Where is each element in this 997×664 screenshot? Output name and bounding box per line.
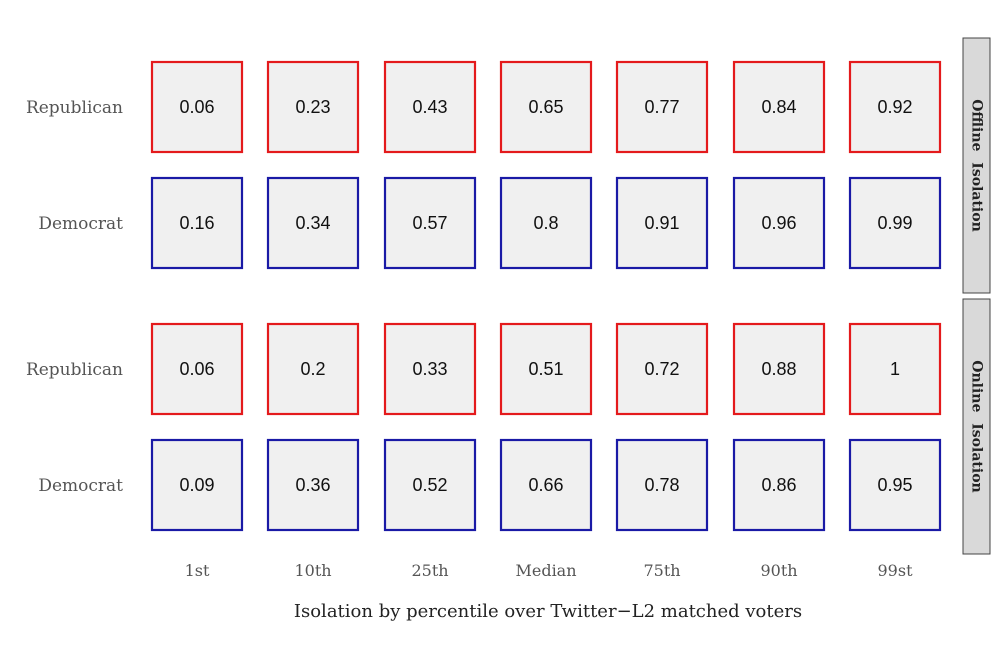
tile xyxy=(499,322,593,416)
tile xyxy=(615,322,709,416)
tile-row: Republican 0.06 0.2 0.33 0.51 0.72 0.88 1 xyxy=(26,322,942,416)
tile xyxy=(615,438,709,532)
tile xyxy=(848,60,942,154)
facet-strip-label: Online Isolation xyxy=(969,360,985,492)
tile-value: 0.99 xyxy=(877,213,912,233)
tile xyxy=(615,176,709,270)
x-tick-label: 90th xyxy=(760,561,797,580)
facet-strip-background xyxy=(962,37,991,294)
x-tick-label: 75th xyxy=(643,561,680,580)
tile xyxy=(266,438,360,532)
x-tick-label: 10th xyxy=(294,561,331,580)
x-tick-labels: 1st 10th 25th Median 75th 90th 99st xyxy=(185,561,913,580)
tile-value: 0.88 xyxy=(761,359,796,379)
tile xyxy=(732,438,826,532)
tile-row: Democrat 0.09 0.36 0.52 0.66 0.78 0.86 0.95 xyxy=(38,438,942,532)
tile xyxy=(150,176,244,270)
x-axis-label: Isolation by percentile over Twitter−L2 … xyxy=(294,601,802,622)
tile-value: 0.16 xyxy=(179,213,214,233)
row-label: Democrat xyxy=(38,214,123,234)
tile xyxy=(732,322,826,416)
tile xyxy=(499,176,593,270)
tile-value: 0.09 xyxy=(179,475,214,495)
facet-strip-label: Offline Isolation xyxy=(969,99,985,232)
tile xyxy=(732,60,826,154)
panel: Republican 0.06 0.23 0.43 0.65 0.77 0.84 0.92 De… xyxy=(26,37,991,294)
tile xyxy=(732,176,826,270)
tile xyxy=(383,60,477,154)
tile-row: Democrat 0.16 0.34 0.57 0.8 0.91 0.96 0.99 xyxy=(38,176,942,270)
row-label: Republican xyxy=(26,98,123,118)
tile xyxy=(383,322,477,416)
facet-strip-background xyxy=(962,298,991,555)
tile-value: 0.66 xyxy=(528,475,563,495)
tile xyxy=(499,438,593,532)
row-label: Republican xyxy=(26,360,123,380)
x-tick-label: Median xyxy=(515,561,576,580)
x-tick-label: 1st xyxy=(185,561,210,580)
tile-value: 0.92 xyxy=(877,97,912,117)
tile-value: 0.57 xyxy=(412,213,447,233)
tile-value: 1 xyxy=(890,359,900,379)
tile-value: 0.84 xyxy=(761,97,796,117)
facet-strip: Online Isolation xyxy=(962,298,991,555)
tile-value: 0.65 xyxy=(528,97,563,117)
tile-value: 0.91 xyxy=(644,213,679,233)
tile xyxy=(615,60,709,154)
x-tick-label: 25th xyxy=(411,561,448,580)
tile-value: 0.34 xyxy=(295,213,330,233)
tile xyxy=(150,60,244,154)
tile xyxy=(383,176,477,270)
row-label: Democrat xyxy=(38,476,123,496)
tile xyxy=(848,438,942,532)
tile-value: 0.86 xyxy=(761,475,796,495)
tile-value: 0.06 xyxy=(179,97,214,117)
tile-value: 0.23 xyxy=(295,97,330,117)
tile-value: 0.96 xyxy=(761,213,796,233)
tile-value: 0.51 xyxy=(528,359,563,379)
tile-value: 0.78 xyxy=(644,475,679,495)
tile xyxy=(266,322,360,416)
tile xyxy=(150,438,244,532)
tile xyxy=(848,176,942,270)
tile-row: Republican 0.06 0.23 0.43 0.65 0.77 0.84 0.92 xyxy=(26,60,942,154)
x-tick-label: 99st xyxy=(878,561,914,580)
tile xyxy=(499,60,593,154)
tile xyxy=(848,322,942,416)
tile-value: 0.77 xyxy=(644,97,679,117)
tile xyxy=(266,60,360,154)
tile xyxy=(150,322,244,416)
tile-value: 0.43 xyxy=(412,97,447,117)
tile-value: 0.8 xyxy=(533,213,558,233)
tile-value: 0.33 xyxy=(412,359,447,379)
tile xyxy=(383,438,477,532)
panels: Republican 0.06 0.23 0.43 0.65 0.77 0.84 0.92 De… xyxy=(26,37,991,555)
tile-value: 0.06 xyxy=(179,359,214,379)
tile-value: 0.52 xyxy=(412,475,447,495)
tile-value: 0.36 xyxy=(295,475,330,495)
panel: Republican 0.06 0.2 0.33 0.51 0.72 0.88 1 Democr… xyxy=(26,298,991,555)
facet-strip: Offline Isolation xyxy=(962,37,991,294)
tile xyxy=(266,176,360,270)
tile-value: 0.72 xyxy=(644,359,679,379)
tile-value: 0.2 xyxy=(300,359,325,379)
tile-value: 0.95 xyxy=(877,475,912,495)
